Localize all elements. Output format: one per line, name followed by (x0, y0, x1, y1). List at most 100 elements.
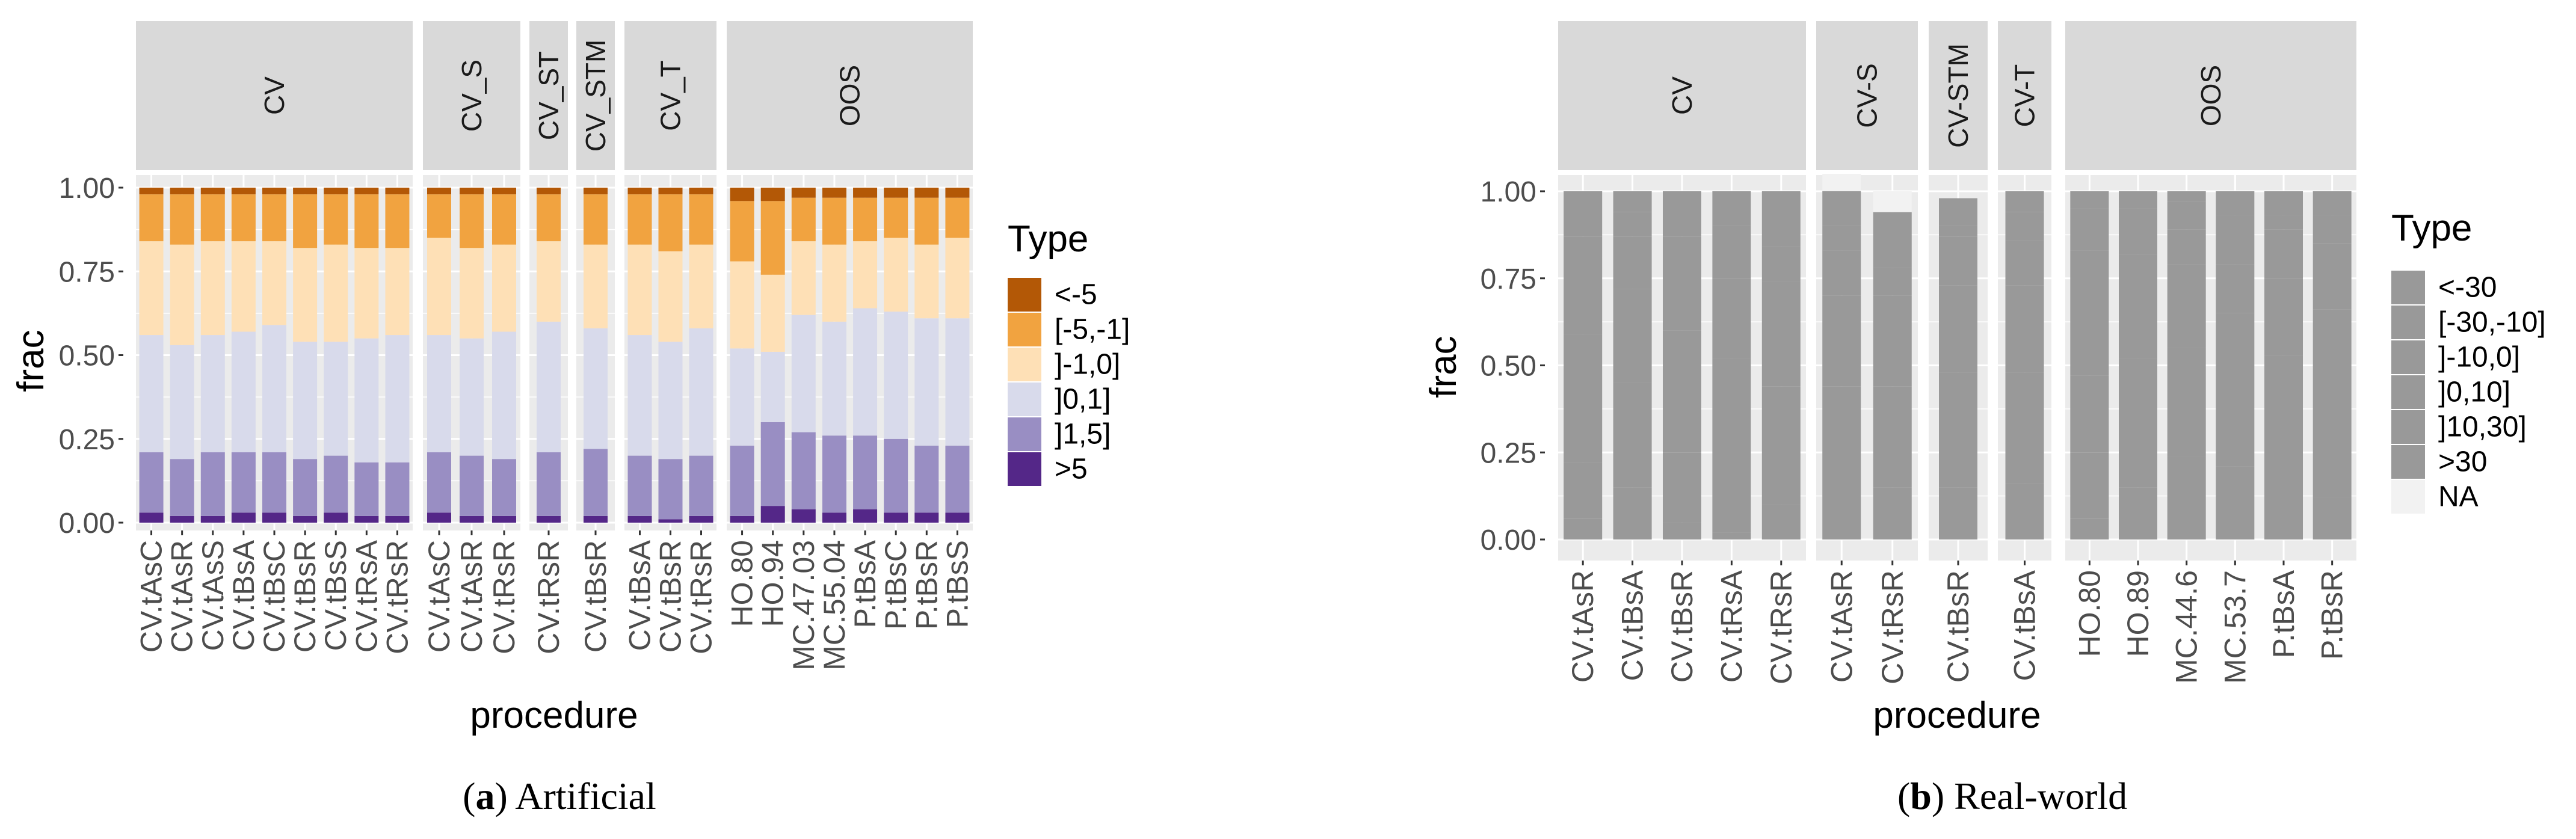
facet-strip (529, 21, 568, 170)
facet-oos: OOS HO.80 HO.89 MC.44.6 MC.53.7 P.tBsA P.tBsR (2065, 21, 2356, 684)
bar-segment-1-0-cv-tbsc (262, 241, 286, 325)
x-tick-label-cv-tbsa: CV.tBsA (623, 539, 657, 651)
bar-segment-gt-5-cv-tbsr (658, 519, 683, 523)
bar-segment-1-0-cv-tasr (170, 244, 194, 345)
bar-segment-0-1-cv-tbss (324, 342, 348, 456)
y-tick-label-0-25: 0.25 (59, 424, 115, 456)
x-axis-label: procedure (470, 695, 638, 736)
facet-strip (576, 21, 615, 170)
legend-label: ]-1,0] (1055, 349, 1120, 381)
facet-strip (1998, 21, 2051, 170)
bar-segment-lt-5-cv-tasc (427, 188, 451, 195)
bar-segment-0-1-cv-tbsr (293, 342, 318, 459)
x-tick-label-cv-trsr: CV.tRsR (487, 540, 521, 654)
bar-segment-1-0-p-tbsr (914, 244, 939, 319)
legend-label: ]0,1] (1055, 384, 1111, 416)
legend-item-lt-30: <-30 (2391, 271, 2497, 304)
legend-label: ]0,10] (2438, 376, 2510, 408)
bar-segment-1-5-cv-tbsr (293, 459, 318, 516)
bar-segment-5-1-cv-tbsr (293, 194, 318, 248)
bar-segment-gt-30-mc-53-7 (2216, 466, 2255, 539)
x-tick-label-cv-tasr: CV.tAsR (1566, 570, 1600, 683)
bar-segment-1-0-ho-80 (730, 261, 754, 349)
legend-item-0-10: ]0,10] (2391, 375, 2510, 409)
bar-segment-30-10-cv-tasr (1822, 226, 1861, 251)
facet-strip (727, 21, 973, 170)
bar-segment-gt-30-cv-tasr (1822, 473, 1861, 539)
bar-segment-0-1-cv-trsr (537, 321, 561, 453)
bar-segment-5-1-cv-tbsa (231, 194, 256, 242)
bar-segment-gt-30-ho-89 (2119, 487, 2157, 539)
legend-item-1-0: ]-1,0] (1008, 348, 1120, 381)
bar-segment-10-30-cv-tbsr (1939, 372, 1977, 488)
bar-segment-0-1-mc-55-04 (822, 321, 846, 436)
bar-segment-10-0-ho-80 (2070, 250, 2109, 376)
bar-segment-30-10-p-tbsa (2264, 215, 2303, 230)
legend-title: Type (1008, 218, 1088, 260)
facet-strip (1816, 21, 1918, 170)
bar-segment-10-30-mc-53-7 (2216, 365, 2255, 467)
bar-segment-1-0-cv-tasc (139, 241, 164, 336)
x-tick-label-cv-tbsr: CV.tBsR (579, 540, 612, 653)
bar-segment-gt-5-cv-trsr (492, 515, 516, 523)
bar-segment-10-30-cv-tbsr (1663, 452, 1701, 523)
bar-segment-1-5-ho-80 (730, 445, 754, 516)
bar-segment-10-30-cv-trsr (1761, 505, 1801, 539)
bar-segment-gt-5-cv-tass (200, 515, 225, 523)
bar-segment-1-5-cv-trsr (537, 452, 561, 516)
bar-segment-1-0-cv-tass (200, 241, 225, 336)
bar-segment-0-10-cv-trsr (1761, 386, 1801, 505)
bar-segment-1-0-cv-tbsa (231, 241, 256, 332)
legend-item-gt-5: >5 (1008, 452, 1088, 486)
bar-segment-5-1-p-tbsc (884, 197, 908, 238)
bar-segment-1-0-cv-tasc (427, 238, 451, 336)
bar-segment-0-1-p-tbsa (853, 308, 878, 436)
bar-segment-0-10-cv-tbsa (2005, 285, 2044, 373)
bar-segment-gt-30-cv-trsa (1712, 532, 1751, 539)
bar-segment-gt-30-p-tbsa (2264, 473, 2303, 539)
caption-a: (a) Artificial (463, 775, 656, 817)
bar-segment-lt-30-mc-44-6 (2167, 191, 2206, 202)
bar-segment-1-5-cv-trsr (689, 455, 713, 516)
bar-segment-1-0-ho-94 (760, 274, 785, 352)
bar-segment-5-1-cv-tbss (324, 194, 348, 245)
bar-segment-10-0-cv-tbsa (1613, 236, 1652, 289)
bar-segment-1-5-cv-tbss (324, 455, 348, 513)
facet-strip-label: OOS (834, 65, 866, 126)
bar-segment-lt-30-cv-tbsr (1939, 198, 1977, 226)
bar-segment-gt-5-mc-55-04 (822, 512, 846, 523)
bar-segment-1-5-p-tbsr (914, 445, 939, 513)
x-tick-label-cv-tbsc: CV.tBsC (257, 540, 291, 653)
bar-segment-5-1-cv-tbsr (658, 194, 683, 251)
bar-segment-1-0-p-tbsc (884, 238, 908, 312)
bar-segment-30-10-cv-tbsa (1613, 212, 1652, 237)
bar-segment-gt-5-cv-trsr (537, 515, 561, 523)
bar-segment-0-1-cv-tbsa (231, 331, 256, 453)
legend-swatch (2391, 445, 2425, 479)
x-tick-label-ho-80: HO.80 (726, 540, 759, 627)
facet-cv: CVCV.tAsCCV.tAsRCV.tAsSCV.tBsACV.tBsCCV.… (135, 21, 414, 654)
bar-segment-0-10-cv-trsa (1712, 358, 1751, 473)
bar-segment-30-10-p-tbsr (2313, 215, 2352, 244)
bar-segment-10-30-ho-80 (2070, 452, 2109, 519)
bar-segment-gt-5-ho-80 (730, 515, 754, 523)
y-tick-label-0-00: 0.00 (1481, 524, 1536, 556)
legend-swatch (2391, 375, 2425, 409)
legend-item-1-5: ]1,5] (1008, 417, 1111, 451)
facet-strip-label: CV_T (655, 60, 686, 131)
bar-segment-1-0-cv-trsr (689, 244, 713, 328)
bar-segment-10-0-cv-trsa (1712, 278, 1751, 358)
panel-background (2065, 175, 2356, 561)
bar-segment-lt-5-cv-trsr (537, 188, 561, 195)
bar-segment-lt-30-cv-tbsa (1613, 191, 1652, 212)
bar-segment-lt-30-cv-tbsr (1663, 191, 1701, 237)
bar-segment-10-0-mc-53-7 (2216, 264, 2255, 313)
bar-segment-lt-30-mc-53-7 (2216, 191, 2255, 216)
legend-label: ]10,30] (2438, 411, 2527, 443)
y-tick-label-1-00: 1.00 (59, 173, 115, 204)
bar-segment-1-5-cv-tasr (170, 459, 194, 516)
y-axis-label: frac (1423, 336, 1464, 398)
bar-segment-lt-5-p-tbss (945, 188, 970, 198)
legend-item-10-30: ]10,30] (2391, 410, 2527, 444)
